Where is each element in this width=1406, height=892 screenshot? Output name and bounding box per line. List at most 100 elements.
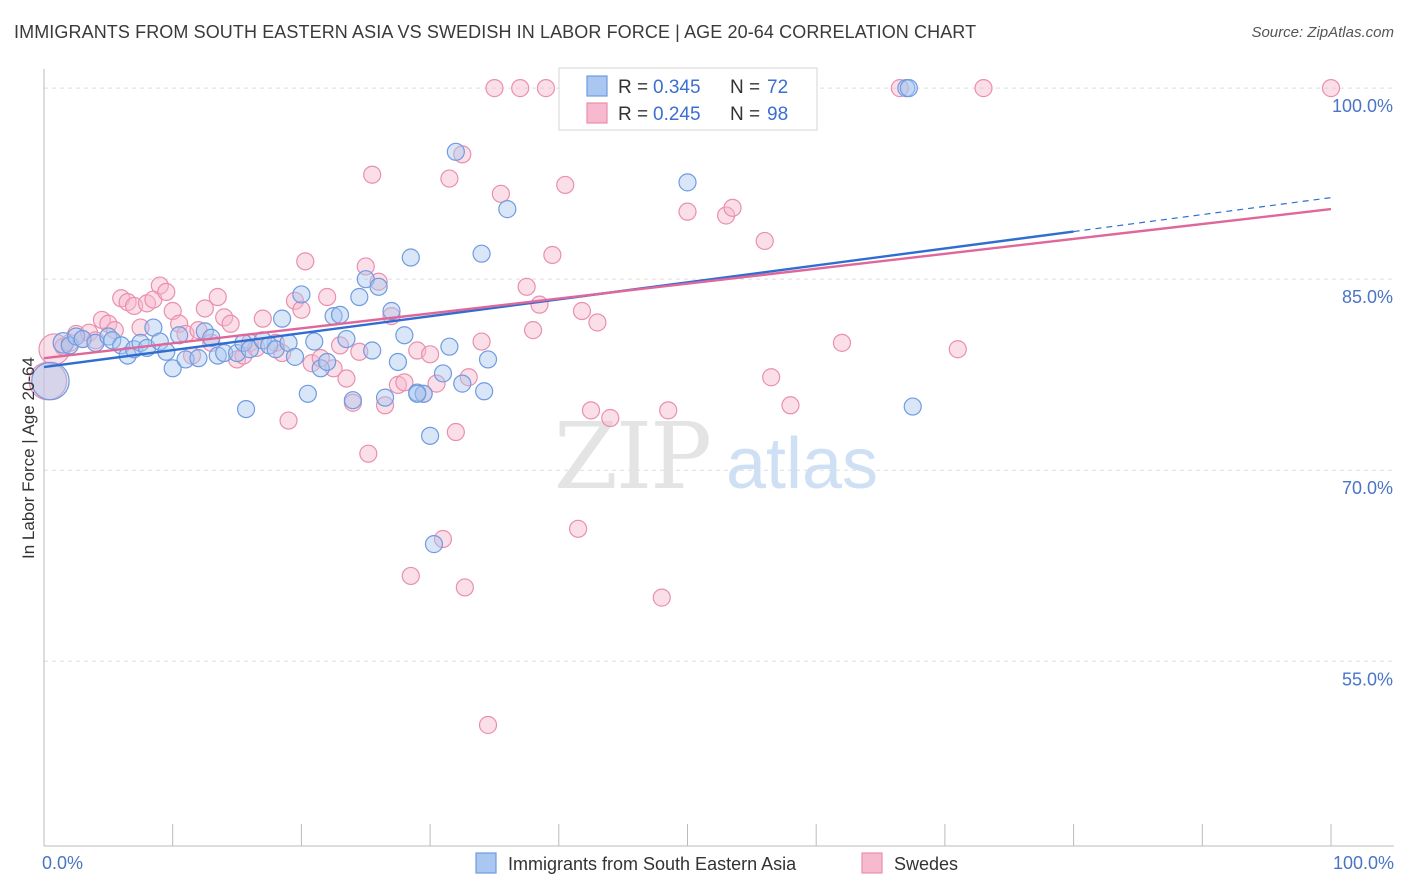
sea-immigrants-point	[103, 331, 122, 350]
swedes-trend-line	[43, 207, 1332, 360]
swedes-point	[974, 79, 993, 98]
sea-immigrants-point	[292, 285, 311, 304]
legend-n-label-blue: N =	[730, 77, 760, 98]
swedes-point	[356, 257, 375, 276]
sea-immigrants-point	[433, 364, 453, 383]
swedes-point	[363, 165, 382, 184]
swedes-point	[523, 321, 543, 340]
legend-r-value-pink: 0.245	[653, 104, 701, 125]
sea-immigrants-point	[350, 287, 369, 307]
sea-immigrants-points	[31, 79, 922, 554]
series-label-pink: Swedes	[894, 854, 958, 874]
sea-immigrants-point	[382, 301, 401, 321]
swedes-point	[337, 369, 356, 388]
swedes-point	[157, 282, 176, 302]
sea-immigrants-point	[176, 350, 195, 369]
sea-immigrants-point	[446, 142, 465, 161]
swedes-point	[543, 245, 562, 265]
sea-immigrants-point	[498, 200, 517, 219]
series-swatch-pink	[861, 852, 883, 874]
swedes-points	[28, 79, 1341, 735]
sea-immigrants-point	[375, 388, 395, 407]
sea-immigrants-point	[343, 391, 362, 410]
sea-immigrants-point	[903, 397, 922, 416]
sea-immigrants-point	[330, 305, 350, 324]
legend-swatch-pink	[586, 102, 608, 124]
axes	[43, 69, 1394, 847]
legend-n-value-blue: 72	[767, 77, 788, 98]
swedes-point	[131, 318, 150, 337]
swedes-point	[530, 295, 549, 314]
sea-immigrants-point	[236, 399, 256, 419]
swedes-point	[491, 184, 510, 203]
swedes-point	[427, 374, 446, 393]
swedes-point	[717, 206, 736, 225]
swedes-point	[401, 566, 420, 586]
chart-source: Source: ZipAtlas.com	[1251, 24, 1394, 41]
sea-immigrants-point	[52, 332, 75, 354]
y-tick-label: 100.0%	[1332, 96, 1393, 116]
sea-immigrants-point	[472, 244, 491, 263]
x-tick-label: 0.0%	[42, 853, 83, 873]
sea-immigrants-point	[421, 426, 440, 445]
sea-immigrants-point	[305, 332, 324, 351]
legend-r-label-blue: R =	[618, 77, 648, 98]
swedes-point	[588, 313, 607, 332]
swedes-point	[652, 588, 671, 607]
swedes-point	[455, 578, 474, 597]
swedes-point	[350, 342, 369, 361]
swedes-point	[1321, 79, 1341, 98]
sea-immigrants-point	[363, 341, 382, 360]
swedes-point	[253, 309, 272, 328]
sea-immigrants-point	[678, 173, 697, 192]
swedes-point	[948, 340, 967, 359]
sea-immigrants-point	[401, 248, 420, 267]
swedes-point	[723, 198, 742, 217]
swedes-point	[511, 79, 530, 98]
x-tick-labels: 0.0% 100.0%	[42, 853, 1394, 873]
watermark-atlas: atlas	[726, 424, 878, 504]
legend-r-label-pink: R =	[618, 104, 648, 125]
sea-immigrants-point	[318, 352, 337, 372]
swedes-point	[195, 299, 214, 318]
series-swatch-blue	[475, 852, 497, 874]
series-label-blue: Immigrants from South Eastern Asia	[508, 854, 797, 874]
swedes-point	[781, 396, 800, 415]
swedes-point	[762, 368, 781, 387]
swedes-point	[292, 300, 311, 319]
sea-immigrants-point	[475, 382, 494, 401]
sea-immigrants-point	[440, 337, 459, 356]
sea-immigrants-point	[453, 374, 472, 393]
y-tick-labels: 100.0% 85.0% 70.0% 55.0%	[1332, 96, 1393, 689]
x-tick-label: 100.0%	[1333, 853, 1394, 873]
swedes-point	[659, 401, 678, 420]
legend-swatch-blue	[586, 75, 608, 97]
sea-immigrants-point	[369, 277, 388, 296]
chart-title: IMMIGRANTS FROM SOUTH EASTERN ASIA VS SW…	[14, 22, 977, 42]
sea-immigrants-point	[408, 384, 427, 403]
legend-n-value-pink: 98	[767, 104, 788, 125]
swedes-point	[755, 231, 774, 251]
swedes-point	[536, 79, 556, 98]
swedes-point	[318, 287, 337, 307]
sea-immigrants-point	[298, 384, 317, 403]
swedes-point	[433, 529, 453, 549]
swedes-point	[485, 79, 504, 98]
sea-immigrants-point	[395, 326, 414, 345]
sea-immigrants-point	[337, 329, 356, 349]
sea-immigrants-point	[189, 349, 208, 368]
sea-immigrants-point	[414, 384, 433, 403]
swedes-point	[572, 301, 592, 321]
sea-immigrants-point	[163, 359, 182, 378]
swedes-point	[556, 175, 575, 195]
sea-immigrants-point	[478, 350, 498, 369]
sea-immigrants-point	[31, 361, 70, 401]
watermark-zip: ZIP	[554, 403, 710, 510]
sea-immigrants-point	[170, 326, 189, 345]
swedes-point	[678, 202, 697, 221]
sea-immigrants-point	[424, 535, 444, 554]
swedes-point	[440, 169, 459, 188]
sea-immigrants-point	[899, 79, 918, 98]
swedes-point	[446, 422, 465, 442]
